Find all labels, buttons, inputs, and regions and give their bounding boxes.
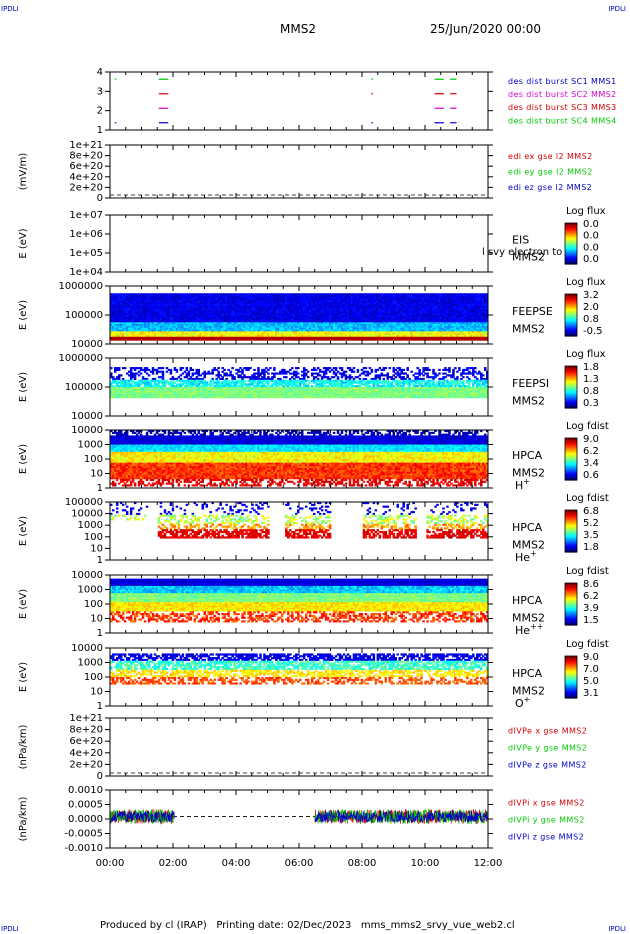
- panel-burst-legend-entry: des dist burst SC2 MMS2: [508, 90, 617, 99]
- panel-burst-legend-entry: des dist burst SC3 MMS3: [508, 103, 617, 112]
- panel-eis-frame: [110, 215, 488, 272]
- panel-edi-legend-entry: edi ex gse l2 MMS2: [508, 152, 593, 161]
- figure-canvas: 1 2 3 4 des dist burst SC1 MMS1 des dist burs…: [0, 0, 630, 934]
- panel-burst-ytick-label: 3: [97, 86, 103, 97]
- panel-burst-ytick-label: 2: [97, 106, 103, 117]
- panel-eis-colorbar-tick: 0.0: [583, 231, 599, 242]
- panel-eis-ytick-label: 1e+04: [69, 267, 103, 278]
- panel-burst-ytick-label: 1: [97, 125, 103, 136]
- panel-eis-colorbar-tick: 0.0: [583, 242, 599, 253]
- panel-edi-axis-label: (mV/m): [18, 153, 29, 191]
- panel-eis-colorbar-tick: 0.0: [583, 254, 599, 265]
- panel-edi-frame: [110, 145, 488, 198]
- panel-burst-ytick-label: 4: [97, 67, 103, 78]
- panel-burst-frame: [110, 72, 488, 130]
- panel-edi-ytick-label: 4e+20: [69, 172, 103, 183]
- panel-eis-axis-label: E (eV): [18, 228, 29, 258]
- panel-edi-legend-entry: edi ey gse l2 MMS2: [508, 168, 593, 177]
- panel-edi-ytick-label: 0: [97, 193, 103, 204]
- panel-eis-colorbar-title: Log flux: [566, 206, 606, 217]
- panel-edi-ytick-label: 2e+20: [69, 182, 103, 193]
- panel-eis-ytick-label: 1e+06: [69, 229, 103, 240]
- panel-burst-legend-entry: des dist burst SC1 MMS1: [508, 77, 617, 86]
- panel-eis-ytick-label: 1e+05: [69, 248, 103, 259]
- panel-eis-colorbar-tick: 0.0: [583, 219, 599, 230]
- panel-eis-ytick-label: 1e+07: [69, 210, 103, 221]
- panel-eis-overlay-text: l svy electron to: [482, 247, 562, 258]
- panel-edi-legend-entry: edi ez gse l2 MMS2: [508, 183, 592, 192]
- panel-burst-legend-entry: des dist burst SC4 MMS4: [508, 116, 617, 125]
- panel-edi-ytick-label: 1e+21: [69, 140, 103, 151]
- panel-edi-ytick-label: 8e+20: [69, 151, 103, 162]
- panel-edi-ytick-label: 6e+20: [69, 161, 103, 172]
- panel-eis-instrument-label: EIS: [512, 234, 529, 247]
